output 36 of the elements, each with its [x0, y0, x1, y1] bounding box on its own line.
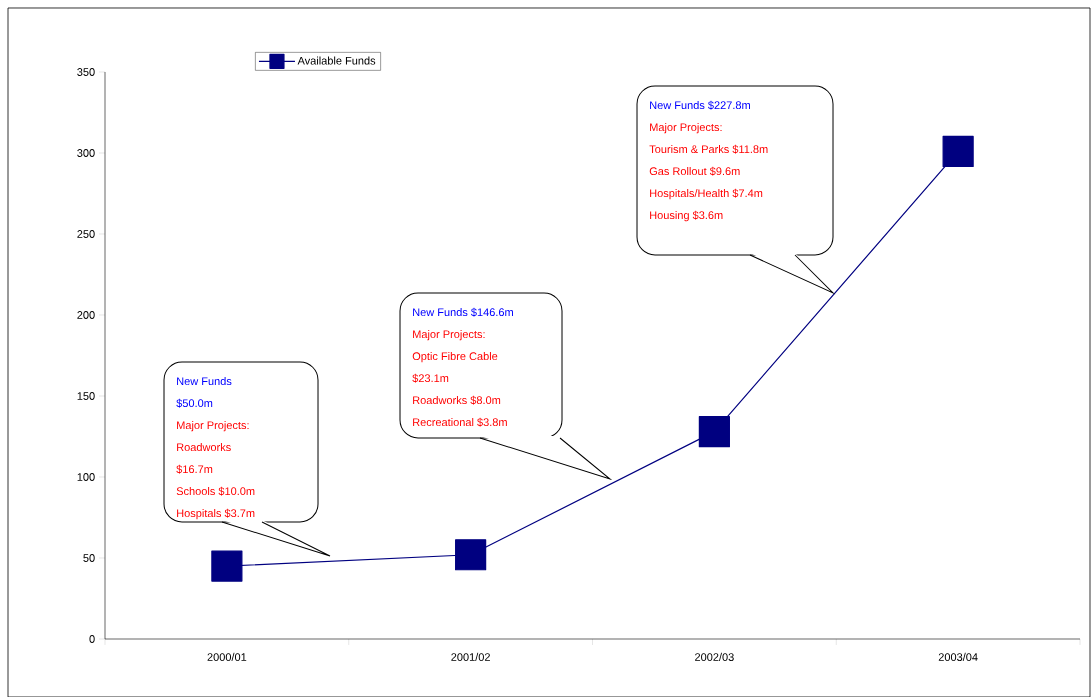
annotation: Major Projects:	[650, 123, 722, 134]
y-tick-label: 250	[77, 230, 95, 238]
annotation: $16.7m	[176, 464, 213, 474]
annotation: Recreational $3.8m	[413, 417, 507, 427]
annotation: Roadworks	[177, 443, 231, 452]
annotation: $23.1m	[412, 373, 449, 383]
x-tick-label: 2000/01	[207, 652, 247, 661]
annotation: Hospitals/Health $7.4m	[650, 188, 763, 200]
point	[455, 539, 487, 571]
point	[698, 416, 730, 448]
annotation: Major Projects:	[413, 330, 485, 341]
y-tick-label: 350	[77, 68, 95, 76]
annotation: Optic Fibre Cable	[412, 352, 498, 363]
y-tick-label: 200	[77, 311, 95, 319]
legend-label: Available Funds	[297, 56, 376, 65]
annotation: New Funds $146.6m	[413, 307, 513, 317]
y-tick-label: 100	[77, 473, 95, 481]
y-tick-label: 150	[77, 392, 95, 400]
x-tick-label: 2002/03	[695, 652, 734, 661]
annotation: Gas Rollout $9.6m	[649, 166, 740, 176]
annotation: Schools $10.0m	[176, 486, 255, 496]
y-tick-label: 0	[89, 635, 95, 643]
point	[211, 550, 243, 582]
y-tick-label: 50	[83, 554, 95, 562]
annotation: Housing $3.6m	[650, 210, 723, 222]
annotation: Hospitals $3.7m	[177, 508, 255, 520]
point	[942, 135, 974, 167]
annotation: Roadworks $8.0m	[413, 395, 501, 405]
annotation: New Funds	[177, 377, 232, 386]
annotation: Tourism & Parks $11.8m	[649, 144, 768, 154]
annotation: Major Projects:	[177, 421, 249, 432]
annotation: $50.0m	[176, 398, 213, 408]
x-tick-label: 2001/02	[451, 652, 490, 661]
x-tick-label: 2003/04	[938, 652, 978, 661]
annotation: New Funds $227.8m	[650, 100, 750, 110]
y-tick-label: 300	[77, 149, 95, 157]
